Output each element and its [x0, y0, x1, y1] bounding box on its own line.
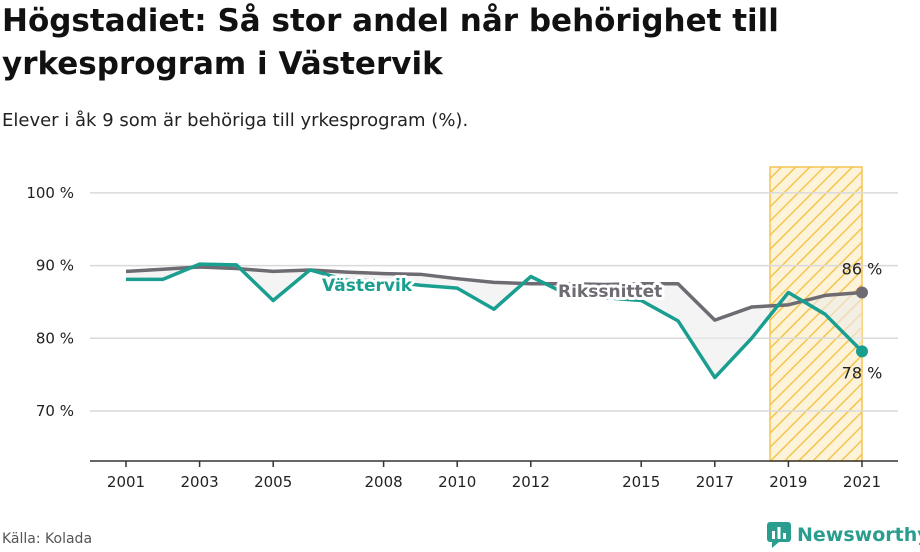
vastervik-line — [126, 262, 864, 380]
vastervik-end-point — [856, 345, 868, 358]
x-tick-label: 2005 — [254, 473, 292, 491]
rikssnittet-line — [125, 265, 863, 322]
x-tick-label: 2012 — [512, 473, 550, 491]
y-tick-label: 90 % — [36, 257, 74, 275]
newsworthy-logo-icon — [767, 522, 791, 548]
vastervik-series-label: Västervik — [322, 276, 413, 296]
x-tick-label: 2021 — [843, 473, 881, 491]
x-tick-label: 2001 — [107, 473, 145, 491]
vastervik-end-label: 78 % — [842, 363, 883, 382]
chart-title: Högstadiet: Så stor andel når behörighet… — [2, 3, 779, 82]
difference-area — [126, 264, 862, 378]
x-tick-label: 2019 — [769, 473, 807, 491]
rikssnittet-end-label: 86 % — [842, 259, 883, 278]
y-tick-label: 70 % — [36, 402, 74, 420]
x-tick-label: 2003 — [181, 473, 219, 491]
source-note: Källa: Kolada — [2, 531, 93, 547]
x-tick-label: 2017 — [696, 473, 734, 491]
rikssnittet-end-point — [856, 286, 868, 299]
y-tick-label: 80 % — [36, 329, 74, 347]
x-tick-label: 2008 — [365, 473, 403, 491]
chart-subtitle: Elever i åk 9 som är behöriga till yrkes… — [2, 110, 469, 131]
newsworthy-logo: Newsworthy — [766, 520, 920, 550]
x-tick-label: 2015 — [622, 473, 660, 491]
rikssnittet-series-label-halo: Rikssnittet — [558, 282, 662, 302]
vastervik-series-label-halo: Västervik — [322, 276, 413, 296]
x-tick-label: 2010 — [438, 473, 476, 491]
y-tick-label: 100 % — [26, 184, 74, 202]
newsworthy-logo-text: Newsworthy — [797, 524, 920, 546]
rikssnittet-series-label: Rikssnittet — [558, 282, 662, 302]
